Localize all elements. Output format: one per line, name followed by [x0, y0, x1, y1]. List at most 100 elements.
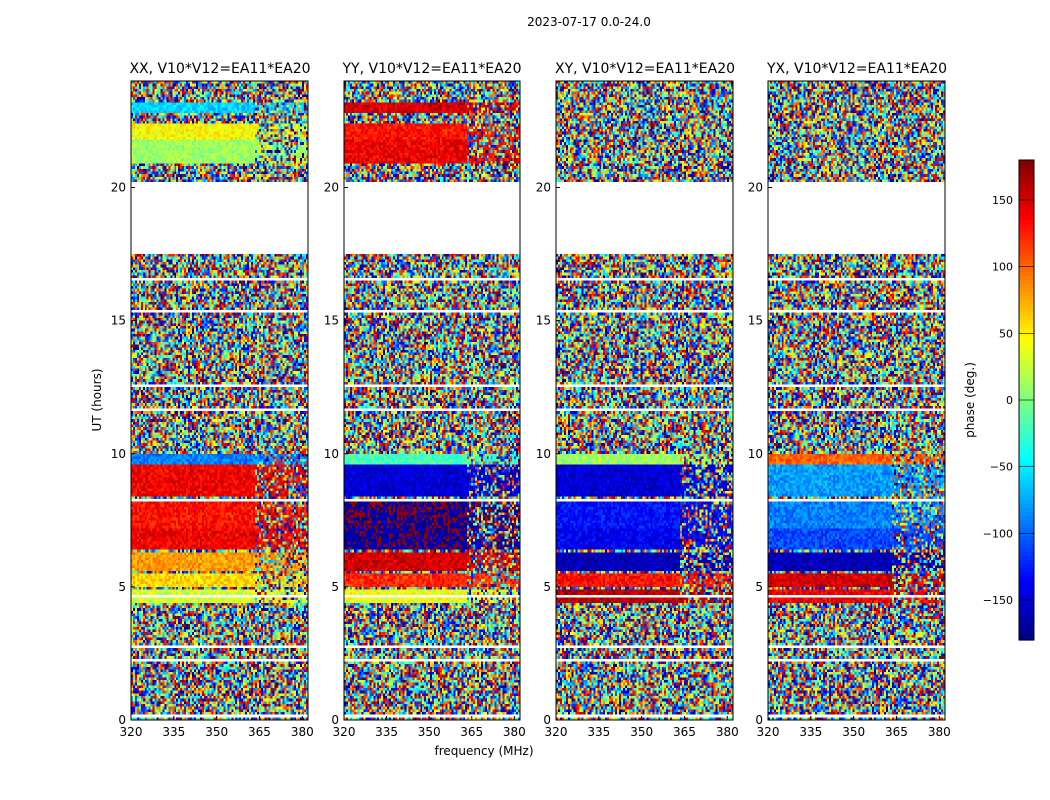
colorbar-step — [1019, 220, 1034, 225]
colorbar-step — [1019, 564, 1034, 569]
colorbar-label: phase (deg.) — [963, 362, 977, 438]
colorbar-step — [1019, 348, 1034, 353]
x-tick-label: 350 — [205, 725, 228, 739]
x-tick-label: 365 — [248, 725, 271, 739]
colorbar-step — [1019, 444, 1034, 449]
colorbar-gradient — [1019, 160, 1034, 641]
y-tick-label: 10 — [536, 447, 551, 461]
colorbar-step — [1019, 540, 1034, 545]
y-tick-label: 15 — [536, 314, 551, 328]
colorbar-step — [1019, 344, 1034, 349]
colorbar-step — [1019, 384, 1034, 389]
x-tick-label: 320 — [545, 725, 568, 739]
colorbar-step — [1019, 264, 1034, 269]
x-tick-label: 350 — [418, 725, 441, 739]
x-tick-label: 365 — [460, 725, 483, 739]
colorbar-step — [1019, 612, 1034, 617]
x-tick-label: 380 — [503, 725, 526, 739]
colorbar-step — [1019, 248, 1034, 253]
colorbar-step — [1019, 168, 1034, 173]
colorbar-tick-label: 0 — [1006, 394, 1013, 407]
colorbar-step — [1019, 216, 1034, 221]
colorbar-step — [1019, 532, 1034, 537]
axes-frame — [555, 80, 734, 721]
colorbar-step — [1019, 476, 1034, 481]
colorbar-step — [1019, 324, 1034, 329]
colorbar-step — [1019, 360, 1034, 365]
phase-heatmap — [344, 81, 520, 720]
y-tick-label: 5 — [755, 580, 763, 594]
colorbar-step — [1019, 160, 1034, 165]
colorbar-step — [1019, 408, 1034, 413]
colorbar-step — [1019, 500, 1034, 505]
colorbar-step — [1019, 512, 1034, 517]
colorbar-step — [1019, 572, 1034, 577]
x-tick-label: 335 — [799, 725, 822, 739]
colorbar-step — [1019, 596, 1034, 601]
axes-frame — [767, 80, 946, 721]
y-tick-label: 20 — [748, 181, 763, 195]
colorbar-step — [1019, 604, 1034, 609]
colorbar-step — [1019, 396, 1034, 401]
colorbar-step — [1019, 520, 1034, 525]
panel-yy: YY, V10*V12=EA11*EA20 320 335 350 365 380 0 5… — [324, 61, 526, 739]
x-tick-label: 350 — [630, 725, 653, 739]
y-ticks: 0 5 10 15 20 — [324, 181, 348, 727]
axes-frame — [343, 80, 521, 721]
colorbar-step — [1019, 464, 1034, 469]
colorbar-tick-label: 100 — [992, 261, 1013, 274]
x-axis-label: frequency (MHz) — [434, 744, 533, 758]
colorbar-step — [1019, 224, 1034, 229]
colorbar-tick-label: 150 — [992, 194, 1013, 207]
y-axis-label: UT (hours) — [90, 368, 104, 431]
colorbar-tick-label: −150 — [983, 594, 1013, 607]
colorbar-step — [1019, 600, 1034, 605]
colorbar-tick-label: −100 — [983, 527, 1013, 540]
y-tick-label: 15 — [324, 314, 339, 328]
colorbar-step — [1019, 580, 1034, 585]
y-tick-label: 5 — [331, 580, 339, 594]
x-tick-label: 365 — [885, 725, 908, 739]
axes-frame — [130, 80, 309, 721]
x-tick-label: 365 — [673, 725, 696, 739]
y-tick-label: 15 — [748, 314, 763, 328]
colorbar-step — [1019, 312, 1034, 317]
colorbar-step — [1019, 336, 1034, 341]
y-tick-label: 15 — [111, 314, 126, 328]
y-tick-label: 5 — [543, 580, 551, 594]
colorbar-tick-label: −50 — [990, 461, 1013, 474]
y-ticks: 0 5 10 15 20 — [748, 181, 772, 727]
x-tick-label: 335 — [375, 725, 398, 739]
colorbar-step — [1019, 172, 1034, 177]
colorbar-step — [1019, 528, 1034, 533]
colorbar-step — [1019, 316, 1034, 321]
colorbar-step — [1019, 608, 1034, 613]
colorbar-step — [1019, 488, 1034, 493]
colorbar-step — [1019, 492, 1034, 497]
colorbar-step — [1019, 284, 1034, 289]
colorbar-step — [1019, 328, 1034, 333]
colorbar-step — [1019, 516, 1034, 521]
colorbar-step — [1019, 584, 1034, 589]
colorbar-step — [1019, 204, 1034, 209]
colorbar-step — [1019, 388, 1034, 393]
colorbar-step — [1019, 372, 1034, 377]
colorbar-step — [1019, 428, 1034, 433]
y-tick-label: 10 — [111, 447, 126, 461]
colorbar-step — [1019, 232, 1034, 237]
colorbar-step — [1019, 164, 1034, 169]
y-tick-label: 20 — [111, 181, 126, 195]
x-tick-label: 335 — [587, 725, 610, 739]
colorbar-step — [1019, 340, 1034, 345]
colorbar-step — [1019, 356, 1034, 361]
colorbar-step — [1019, 560, 1034, 565]
colorbar-step — [1019, 304, 1034, 309]
colorbar-step — [1019, 504, 1034, 509]
colorbar-step — [1019, 380, 1034, 385]
colorbar-step — [1019, 468, 1034, 473]
x-tick-label: 320 — [333, 725, 356, 739]
colorbar-step — [1019, 544, 1034, 549]
panel-xy: XY, V10*V12=EA11*EA20 320 335 350 365 380 0 5… — [536, 61, 739, 739]
y-tick-label: 20 — [324, 181, 339, 195]
